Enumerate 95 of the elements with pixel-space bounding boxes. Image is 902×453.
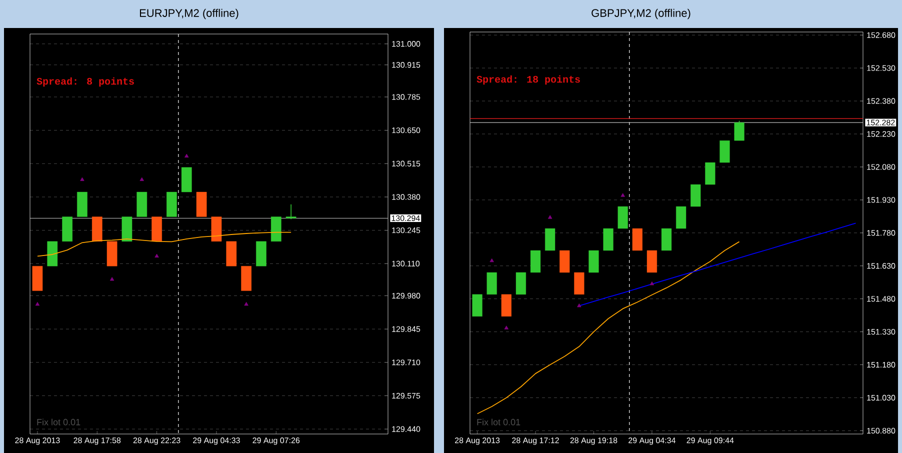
y-tick-label: 129.710 (392, 360, 420, 366)
y-tick-label: 151.180 (867, 362, 896, 368)
candlestick (92, 216, 102, 242)
candlestick (77, 192, 88, 217)
point (35, 302, 40, 306)
point (490, 258, 494, 262)
candlestick (181, 167, 192, 192)
y-tick-label: 130.785 (392, 94, 420, 100)
ref-line-label: 152.282 (866, 120, 895, 126)
y-tick-label: 130.110 (392, 260, 420, 266)
candlestick (211, 216, 222, 242)
candlestick (676, 206, 686, 229)
point (140, 177, 144, 181)
y-tick-label: 129.845 (392, 326, 420, 332)
x-tick-label: 29 Aug 04:34 (628, 438, 676, 445)
x-tick-label: 28 Aug 2013 (455, 438, 500, 445)
y-tick-label: 150.880 (867, 428, 896, 434)
y-tick-label: 129.440 (392, 426, 420, 432)
candlestick (588, 250, 599, 273)
y-tick-label: 151.930 (867, 197, 896, 203)
ref-line-label: 130.294 (392, 215, 420, 222)
x-tick-label: 28 Aug 19:18 (570, 438, 618, 445)
point (577, 303, 582, 308)
candlestick (560, 250, 570, 273)
point (110, 277, 114, 281)
point (650, 281, 654, 286)
x-tick-label: 29 Aug 07:26 (252, 438, 300, 445)
candlestick (646, 250, 657, 273)
point (548, 215, 552, 219)
y-tick-label: 129.575 (392, 392, 420, 399)
candlestick (136, 192, 148, 217)
candlestick (270, 216, 282, 242)
candlestick (632, 228, 642, 251)
chart-title: EURJPY,M2 (offline) (140, 8, 238, 20)
annotation: Fix lot 0.01 (37, 418, 80, 426)
chart-title: GBPJPY,M2 (offline) (592, 8, 690, 20)
x-tick-label: 29 Aug 09:44 (686, 438, 734, 445)
annotation: Fix lot 0.01 (477, 418, 520, 426)
candlestick (256, 241, 266, 266)
y-tick-label: 129.980 (392, 292, 420, 299)
x-tick-label: 28 Aug 2013 (15, 438, 60, 445)
candlestick (196, 192, 207, 217)
point (154, 254, 159, 258)
point (244, 302, 248, 306)
candlestick (286, 204, 296, 220)
point (620, 193, 625, 197)
candlestick (618, 206, 628, 229)
annotation: Spread: 8 points (36, 77, 134, 87)
candlestick (152, 216, 162, 242)
candlestick (545, 228, 556, 251)
candlestick (241, 266, 252, 291)
y-tick-label: 152.380 (867, 98, 896, 104)
candlestick (106, 241, 118, 266)
y-tick-label: 152.230 (867, 131, 896, 137)
y-tick-label: 151.330 (867, 328, 896, 335)
y-tick-label: 152.680 (867, 32, 896, 38)
candlestick (705, 162, 716, 185)
line-series (37, 232, 292, 257)
x-tick-label: 28 Aug 22:23 (133, 438, 180, 445)
candlestick (226, 241, 237, 266)
y-tick-label: 131.000 (392, 41, 420, 47)
candlestick (472, 294, 482, 317)
candlestick (720, 140, 730, 163)
candlestick (166, 192, 177, 217)
candlestick (574, 272, 584, 295)
candlestick (603, 228, 614, 251)
x-tick-label: 28 Aug 17:58 (74, 438, 121, 445)
point (504, 326, 508, 330)
candlestick (486, 272, 497, 295)
point (80, 177, 84, 181)
y-tick-label: 130.245 (392, 227, 420, 234)
y-tick-label: 130.650 (392, 127, 420, 134)
x-tick-label: 29 Aug 04:33 (193, 438, 240, 445)
x-tick-label: 28 Aug 17:12 (512, 438, 559, 445)
y-tick-label: 130.515 (392, 160, 420, 166)
candlestick (122, 216, 132, 242)
candlestick (32, 266, 43, 291)
candlestick (62, 216, 72, 242)
y-tick-label: 151.480 (867, 296, 896, 302)
y-tick-label: 130.915 (392, 62, 420, 68)
candlestick (516, 272, 526, 295)
y-tick-label: 152.080 (867, 164, 896, 170)
candlestick (530, 250, 541, 273)
candlestick (661, 228, 672, 251)
y-tick-label: 151.780 (867, 230, 896, 236)
candlestick (501, 294, 512, 317)
y-tick-label: 151.030 (867, 394, 896, 401)
point (184, 154, 189, 158)
candlestick (690, 184, 701, 207)
candlestick (47, 241, 58, 266)
y-tick-label: 130.380 (392, 194, 420, 200)
y-tick-label: 151.630 (867, 263, 896, 269)
line-series (476, 241, 740, 414)
annotation: Spread: 18 points (476, 75, 580, 85)
y-tick-label: 152.530 (867, 65, 896, 71)
